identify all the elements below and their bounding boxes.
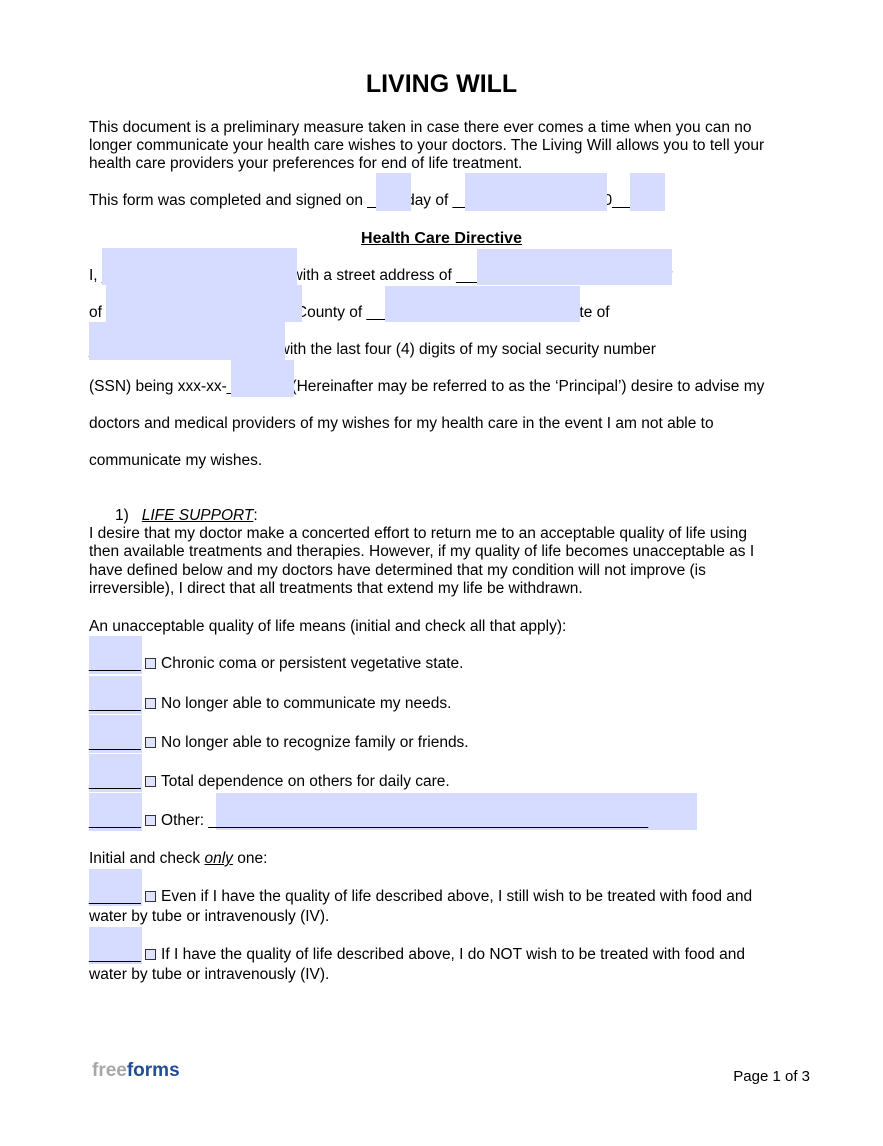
intro-line: longer communicate your health care wish… — [89, 137, 765, 154]
life-support-heading: 1) LIFE SUPPORT: — [115, 507, 258, 524]
year-field[interactable] — [630, 173, 665, 211]
only-one-label: Initial and check only one: — [89, 850, 268, 867]
checkbox[interactable] — [145, 949, 157, 960]
option-row: ______ Chronic coma or persistent vegeta… — [89, 655, 464, 672]
county-field[interactable] — [385, 286, 580, 322]
option-row: ______ Total dependence on others for da… — [89, 773, 450, 790]
option-row: ______ Other: __________________________… — [89, 812, 649, 829]
checkbox[interactable] — [145, 658, 157, 669]
city-field[interactable] — [106, 285, 302, 322]
food-option: ______ Even if I have the quality of lif… — [89, 888, 753, 905]
street-address-field[interactable] — [477, 249, 672, 285]
month-field[interactable] — [465, 173, 607, 211]
intro-line: health care providers your preferences f… — [89, 155, 523, 172]
directive-line: communicate my wishes. — [89, 452, 263, 469]
initial-field[interactable] — [89, 754, 142, 792]
life-support-para: irreversible), I direct that all treatme… — [89, 580, 583, 597]
option-row: ______ No longer able to recognize famil… — [89, 734, 469, 751]
other-field[interactable] — [216, 793, 697, 830]
section-heading: Health Care Directive — [361, 230, 522, 247]
directive-line: doctors and medical providers of my wish… — [89, 415, 714, 432]
freeforms-logo: freeforms — [92, 1060, 180, 1081]
initial-field[interactable] — [89, 676, 142, 714]
state-field[interactable] — [89, 322, 285, 360]
principal-name-field[interactable] — [102, 248, 297, 285]
initial-field[interactable] — [89, 636, 142, 674]
option-row: ______ No longer able to communicate my … — [89, 695, 452, 712]
initial-field[interactable] — [89, 927, 142, 964]
food-option: ______ If I have the quality of life des… — [89, 946, 745, 963]
intro-line: This document is a preliminary measure t… — [89, 119, 752, 136]
checkbox[interactable] — [145, 776, 157, 787]
page-number: Page 1 of 3 — [733, 1068, 810, 1085]
checkbox[interactable] — [145, 891, 157, 902]
directive-line: (SSN) being xxx-xx-_______ (Hereinafter … — [89, 378, 765, 395]
initial-field[interactable] — [89, 715, 142, 753]
life-support-para: then available treatments and therapies.… — [89, 543, 755, 560]
document-title: LIVING WILL — [365, 70, 518, 98]
initial-field[interactable] — [89, 869, 142, 906]
checkbox[interactable] — [145, 737, 157, 748]
food-option-cont: water by tube or intravenously (IV). — [89, 908, 330, 925]
unacceptable-intro: An unacceptable quality of life means (i… — [89, 618, 567, 635]
checkbox[interactable] — [145, 815, 157, 826]
ssn-last-four-field[interactable] — [231, 360, 294, 397]
life-support-para: I desire that my doctor make a concerted… — [89, 525, 747, 542]
initial-field[interactable] — [89, 793, 142, 831]
life-support-para: have defined below and my doctors have d… — [89, 562, 706, 579]
food-option-cont: water by tube or intravenously (IV). — [89, 966, 330, 983]
day-field[interactable] — [376, 173, 411, 211]
checkbox[interactable] — [145, 698, 157, 709]
